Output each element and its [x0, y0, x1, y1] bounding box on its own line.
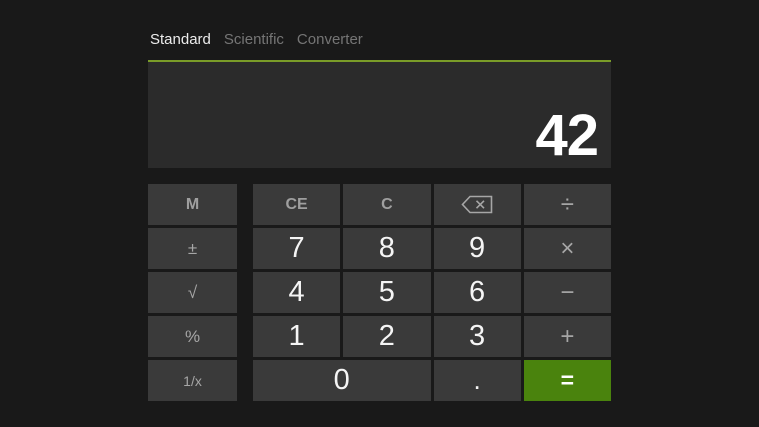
equals-button[interactable]: = [523, 360, 611, 401]
digit-3-button[interactable]: 3 [433, 316, 521, 357]
clear-button[interactable]: C [343, 184, 431, 225]
divide-button[interactable]: ÷ [523, 184, 611, 225]
subtract-button[interactable]: − [523, 272, 611, 313]
accent-underline [148, 60, 611, 62]
negate-button[interactable]: ± [148, 228, 237, 269]
digit-2-button[interactable]: 2 [343, 316, 431, 357]
sqrt-button[interactable]: √ [148, 272, 237, 313]
percent-button[interactable]: % [148, 316, 237, 357]
backspace-icon [461, 195, 493, 214]
function-column: M ± √ % 1/x [148, 184, 237, 401]
display-value: 42 [535, 102, 599, 168]
mode-tabs: Standard Scientific Converter [148, 32, 611, 48]
clear-entry-button[interactable]: CE [253, 184, 341, 225]
digit-6-button[interactable]: 6 [433, 272, 521, 313]
digit-0-button[interactable]: 0 [253, 360, 431, 401]
calculator-app: Standard Scientific Converter 42 M ± √ %… [148, 32, 611, 401]
digit-7-button[interactable]: 7 [253, 228, 341, 269]
backspace-button[interactable] [433, 184, 521, 225]
multiply-button[interactable]: × [523, 228, 611, 269]
result-display: 42 [148, 62, 611, 168]
digit-8-button[interactable]: 8 [343, 228, 431, 269]
digit-4-button[interactable]: 4 [253, 272, 341, 313]
tab-scientific[interactable]: Scientific [223, 31, 284, 48]
tab-standard[interactable]: Standard [150, 31, 211, 48]
decimal-button[interactable]: . [433, 360, 521, 401]
keypad: M ± √ % 1/x CE C ÷ 7 8 9 × 4 5 6 [148, 184, 611, 401]
tab-converter[interactable]: Converter [296, 31, 363, 48]
add-button[interactable]: + [523, 316, 611, 357]
reciprocal-button[interactable]: 1/x [148, 360, 237, 401]
main-keypad: CE C ÷ 7 8 9 × 4 5 6 − 1 2 3 + 0 . [253, 184, 611, 401]
digit-5-button[interactable]: 5 [343, 272, 431, 313]
memory-button[interactable]: M [148, 184, 237, 225]
digit-9-button[interactable]: 9 [433, 228, 521, 269]
digit-1-button[interactable]: 1 [253, 316, 341, 357]
